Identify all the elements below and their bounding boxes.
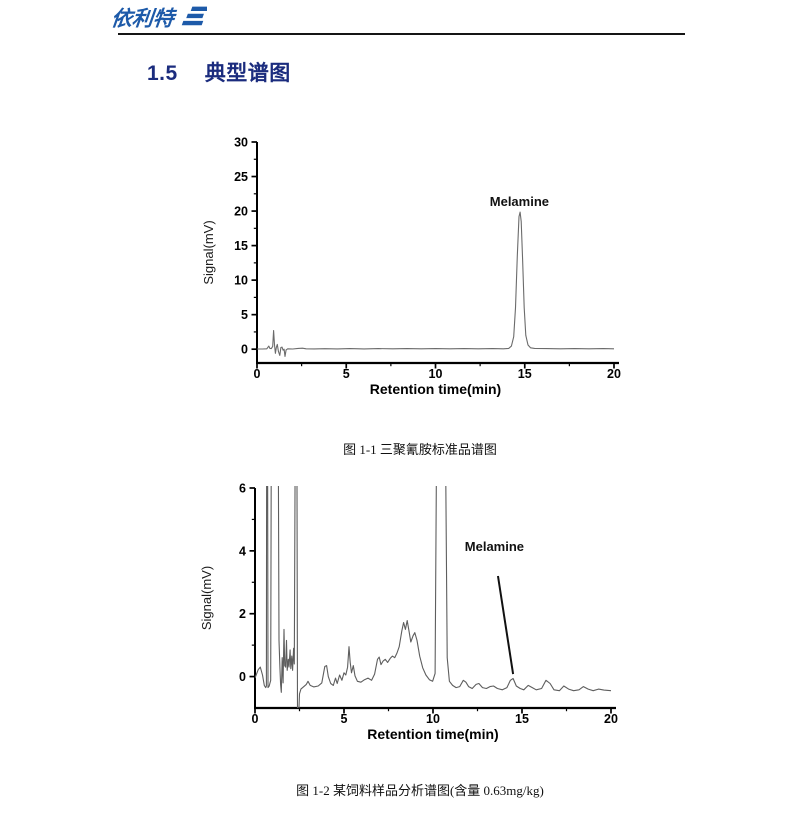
brand-logo: 依利特 (112, 6, 207, 31)
annotation-leader-line (496, 575, 515, 675)
logo-mark-icon (181, 6, 207, 26)
chromatogram-standard-chart: 0 5 10 15 20 0 5 10 15 20 25 30 Retention time(min) S… (195, 118, 640, 418)
x-tick-label: 15 (515, 712, 529, 726)
figure-caption: 图 1-1 三聚氰胺标准品谱图 (343, 442, 497, 457)
chromatogram-trace (255, 486, 612, 708)
figure-caption: 图 1-2 某饲料样品分析谱图(含量 0.63mg/kg) (296, 783, 544, 798)
peak-annotation: Melamine (465, 539, 524, 554)
x-axis-title: Retention time(min) (370, 381, 501, 397)
y-tick-label: 5 (241, 308, 248, 322)
section-number: 1.5 (147, 62, 178, 85)
header-divider (118, 33, 685, 36)
chromatogram-sample-chart: 0 5 10 15 20 0 2 4 6 Retention time(min) Signal(mV… (195, 455, 640, 760)
peak-annotation: Melamine (490, 194, 549, 209)
section-title: 典型谱图 (204, 62, 291, 85)
x-tick-label: 10 (429, 367, 443, 381)
y-tick-label: 0 (239, 670, 246, 684)
y-tick-label: 6 (239, 482, 246, 496)
y-tick-label: 30 (234, 136, 248, 150)
y-tick-label: 2 (239, 607, 246, 621)
y-tick-label: 4 (239, 544, 246, 558)
x-tick-label: 10 (426, 712, 440, 726)
chromatogram-trace (257, 211, 615, 357)
x-tick-label: 0 (254, 367, 261, 381)
x-tick-label: 20 (607, 367, 621, 381)
y-tick-label: 10 (234, 274, 248, 288)
x-axis-title: Retention time(min) (367, 726, 498, 742)
y-tick-label: 20 (234, 205, 248, 219)
x-tick-label: 15 (518, 367, 532, 381)
y-tick-label: 25 (234, 170, 248, 184)
x-tick-label: 20 (604, 712, 618, 726)
y-tick-label: 15 (234, 239, 248, 253)
x-tick-label: 5 (343, 367, 350, 381)
logo-text: 依利特 (112, 7, 178, 31)
section-heading: 1.5 典型谱图 (147, 57, 291, 87)
y-axis-title: Signal(mV) (201, 220, 216, 284)
y-tick-label: 0 (241, 343, 248, 357)
x-tick-label: 5 (341, 712, 348, 726)
y-axis-title: Signal(mV) (199, 566, 214, 630)
x-tick-label: 0 (252, 712, 259, 726)
